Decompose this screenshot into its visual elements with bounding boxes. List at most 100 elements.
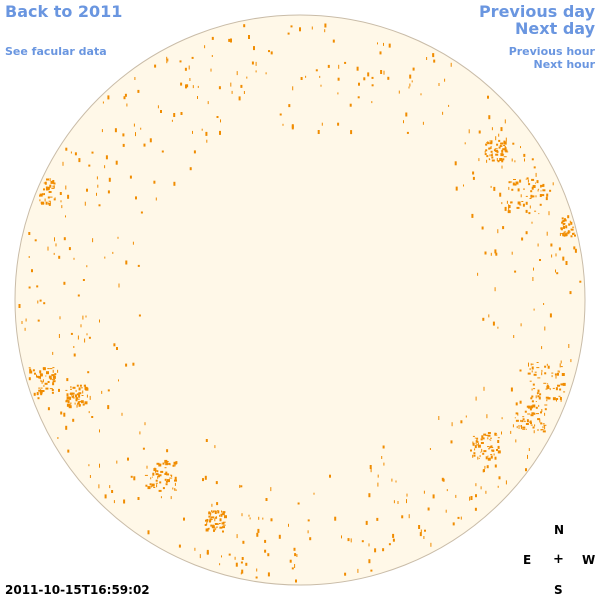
plage-speck <box>562 382 566 386</box>
previous-day-link[interactable]: Previous day <box>478 2 595 21</box>
plage-speck <box>559 363 561 368</box>
plage-speck <box>49 178 51 182</box>
plage-speck <box>525 178 527 180</box>
plage-speck <box>53 185 55 189</box>
next-day-link[interactable]: Next day <box>515 19 595 38</box>
plage-speck <box>111 490 114 493</box>
plage-speck <box>537 418 541 421</box>
plage-speck <box>173 465 176 467</box>
plage-speck <box>406 131 409 134</box>
plage-speck <box>197 96 198 99</box>
plage-speck <box>537 392 539 394</box>
plage-speck <box>240 84 243 88</box>
plage-speck <box>104 494 107 499</box>
plage-speck <box>77 398 80 400</box>
plage-speck <box>531 400 533 402</box>
plage-speck <box>98 204 101 207</box>
plage-speck <box>70 402 72 405</box>
plage-speck <box>474 507 477 511</box>
plage-speck <box>521 237 524 241</box>
plage-speck <box>337 122 340 126</box>
plage-speck <box>531 195 535 198</box>
plage-speck <box>156 484 158 488</box>
plage-speck <box>492 321 495 326</box>
plage-speck <box>502 154 504 156</box>
plage-speck <box>174 489 177 491</box>
plage-speck <box>406 499 407 504</box>
plage-speck <box>204 45 206 49</box>
plage-speck <box>210 516 212 519</box>
plage-speck <box>349 103 352 107</box>
plage-speck <box>207 520 209 523</box>
plage-speck <box>116 460 118 464</box>
plage-speck <box>296 554 298 557</box>
plage-speck <box>77 397 78 399</box>
plage-speck <box>480 486 482 490</box>
plage-speck <box>184 67 187 71</box>
see-facular-data-link[interactable]: See facular data <box>5 45 107 58</box>
plage-speck <box>530 363 532 366</box>
plage-speck <box>211 510 213 513</box>
plage-speck <box>464 142 466 145</box>
plage-speck <box>454 161 457 166</box>
plage-speck <box>255 61 257 66</box>
plage-speck <box>552 397 556 401</box>
plage-speck <box>483 386 485 391</box>
plage-speck <box>531 412 535 415</box>
plage-speck <box>36 374 37 378</box>
plage-speck <box>535 172 537 177</box>
plage-speck <box>563 391 566 393</box>
plage-speck <box>484 153 487 156</box>
plage-speck <box>71 395 74 398</box>
plage-speck <box>205 519 207 522</box>
plage-speck <box>561 220 563 223</box>
plage-speck <box>86 333 88 336</box>
back-to-year-link[interactable]: Back to 2011 <box>5 2 123 21</box>
plage-speck <box>544 372 547 375</box>
plage-speck <box>180 82 183 86</box>
plage-speck <box>213 529 217 531</box>
plage-speck <box>511 158 513 162</box>
plage-speck <box>504 147 507 151</box>
plage-speck <box>211 36 214 40</box>
plage-speck <box>337 77 340 81</box>
plage-speck <box>573 246 576 250</box>
plage-speck <box>116 347 118 350</box>
plage-speck <box>472 442 475 446</box>
plage-speck <box>496 143 499 146</box>
plage-speck <box>536 180 539 184</box>
plage-speck <box>367 72 370 77</box>
plage-speck <box>282 123 284 126</box>
plage-speck <box>522 418 525 421</box>
plage-speck <box>540 411 542 414</box>
previous-hour-link[interactable]: Previous hour <box>508 45 595 58</box>
plage-speck <box>383 462 385 466</box>
plage-speck <box>488 115 491 120</box>
plage-speck <box>555 374 557 379</box>
plage-speck <box>574 248 577 253</box>
plage-speck <box>531 395 534 398</box>
solar-disk <box>14 14 586 586</box>
plage-speck <box>498 476 501 480</box>
plage-speck <box>113 343 116 347</box>
plage-speck <box>173 113 176 117</box>
next-hour-link[interactable]: Next hour <box>533 58 596 71</box>
plage-speck <box>219 526 223 529</box>
plage-speck <box>80 387 83 389</box>
plage-speck <box>40 392 43 396</box>
plage-speck <box>489 154 491 157</box>
plage-speck <box>534 210 537 212</box>
plage-speck <box>433 59 436 63</box>
plage-speck <box>41 380 43 384</box>
plage-speck <box>73 257 75 260</box>
plage-speck <box>472 435 475 437</box>
plage-speck <box>424 529 426 532</box>
plage-speck <box>156 470 159 473</box>
plage-speck <box>546 193 549 197</box>
plage-speck <box>161 150 164 153</box>
plage-speck <box>528 212 531 215</box>
plage-speck <box>511 251 513 255</box>
plage-speck <box>560 383 564 386</box>
plage-speck <box>34 239 37 242</box>
plage-speck <box>486 144 488 146</box>
